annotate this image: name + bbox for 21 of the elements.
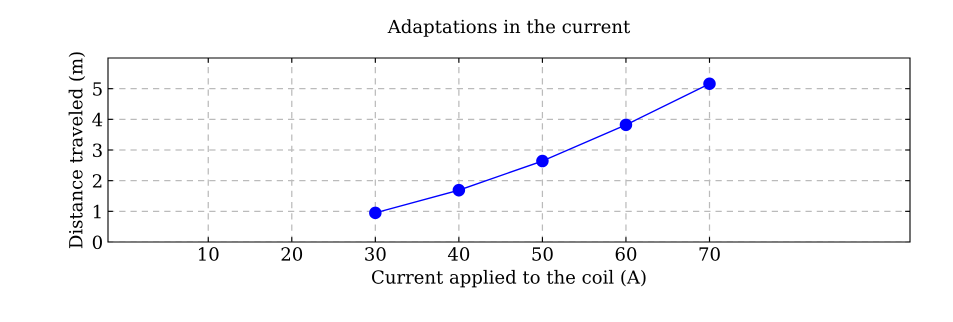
y-tick-label: 4 xyxy=(92,112,102,126)
x-tick-label: 60 xyxy=(616,247,636,261)
point xyxy=(536,154,549,168)
y-axis-title: Distance traveled (m) xyxy=(68,52,86,248)
x-axis-title: Current applied to the coil (A) xyxy=(372,270,646,288)
y-tick-label: 1 xyxy=(94,204,101,218)
y-tick-label: 3 xyxy=(93,143,102,158)
y-tick-label: 0 xyxy=(92,235,102,250)
x-tick-label: 40 xyxy=(448,247,470,261)
x-tick-label: 10 xyxy=(198,247,219,261)
x-tick-label: 20 xyxy=(282,247,302,261)
point xyxy=(452,184,466,196)
point xyxy=(369,206,382,220)
x-tick-label: 50 xyxy=(532,247,553,261)
point xyxy=(703,78,716,90)
point xyxy=(620,118,632,132)
x-tick-label: 70 xyxy=(700,247,720,261)
chart-title: Adaptations in the current xyxy=(388,19,630,37)
y-tick-label: 5 xyxy=(93,82,102,96)
y-tick-label: 2 xyxy=(92,174,102,188)
x-tick-label: 30 xyxy=(365,247,386,261)
